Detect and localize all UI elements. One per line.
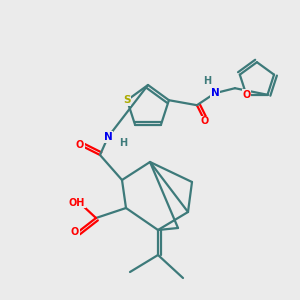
Text: S: S bbox=[123, 95, 131, 105]
Text: O: O bbox=[71, 227, 79, 237]
Text: H: H bbox=[203, 76, 211, 86]
Text: N: N bbox=[211, 88, 219, 98]
Text: H: H bbox=[119, 138, 127, 148]
Text: O: O bbox=[201, 116, 209, 126]
Text: OH: OH bbox=[69, 198, 85, 208]
Text: O: O bbox=[242, 90, 250, 100]
Text: N: N bbox=[103, 132, 112, 142]
Text: O: O bbox=[76, 140, 84, 150]
